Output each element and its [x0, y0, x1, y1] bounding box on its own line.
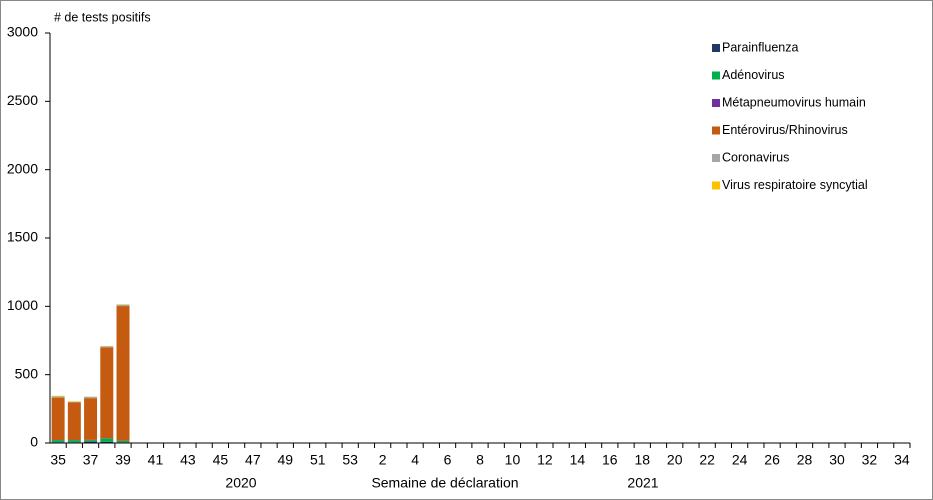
bar-segment — [116, 306, 130, 441]
bar-segment — [116, 304, 130, 307]
y-axis-title: # de tests positifs — [54, 10, 151, 24]
bar-segment — [67, 401, 81, 403]
x-tick-label: 49 — [277, 452, 293, 468]
x-tick-label: 30 — [829, 452, 845, 468]
y-tick-label: 2000 — [7, 160, 38, 176]
x-tick-label: 18 — [634, 452, 650, 468]
legend-swatch — [712, 71, 720, 80]
legend-swatch — [712, 154, 720, 162]
bar-segment — [51, 395, 65, 397]
x-tick-label: 39 — [115, 452, 131, 468]
year-label: 2021 — [627, 475, 658, 491]
x-tick-label: 32 — [862, 452, 878, 468]
x-axis-title: Semaine de déclaration — [371, 475, 518, 491]
bar-segment — [84, 396, 98, 399]
x-tick-label: 45 — [213, 452, 229, 468]
bar-segment — [51, 396, 65, 398]
bar-segment — [51, 440, 65, 443]
bar-segment — [84, 398, 98, 440]
x-tick-label: 12 — [537, 452, 553, 468]
x-tick-label: 51 — [310, 452, 326, 468]
x-tick-label: 43 — [180, 452, 196, 468]
y-tick-label: 500 — [15, 365, 39, 381]
legend-swatch — [712, 44, 720, 52]
x-tick-label: 4 — [411, 452, 419, 468]
bar-segment — [116, 440, 130, 443]
x-tick-label: 20 — [667, 452, 683, 468]
bar-segment — [84, 441, 98, 443]
y-tick-label: 1000 — [7, 297, 38, 313]
legend-label: Métapneumovirus humain — [722, 95, 866, 109]
x-tick-label: 24 — [732, 452, 748, 468]
x-tick-label: 53 — [342, 452, 358, 468]
bar-segment — [100, 347, 114, 439]
x-tick-label: 37 — [83, 452, 99, 468]
y-tick-label: 0 — [30, 434, 38, 450]
x-tick-label: 16 — [602, 452, 618, 468]
bar-segment — [67, 402, 81, 440]
x-tick-label: 8 — [476, 452, 484, 468]
x-tick-label: 35 — [50, 452, 66, 468]
bar-segment — [100, 441, 114, 443]
x-tick-label: 47 — [245, 452, 261, 468]
x-tick-label: 2 — [379, 452, 387, 468]
y-tick-label: 3000 — [7, 24, 38, 40]
x-tick-label: 26 — [764, 452, 780, 468]
legend-label: Entérovirus/Rhinovirus — [722, 123, 848, 137]
bar-segment — [100, 346, 114, 348]
bar-segment — [84, 440, 98, 442]
legend-label: Coronavirus — [722, 150, 789, 164]
legend-label: Virus respiratoire syncytial — [722, 178, 868, 192]
y-tick-label: 1500 — [7, 229, 38, 245]
x-tick-label: 6 — [444, 452, 452, 468]
x-tick-label: 28 — [797, 452, 813, 468]
x-tick-label: 10 — [505, 452, 521, 468]
x-tick-label: 14 — [570, 452, 586, 468]
bar-segment — [100, 438, 114, 442]
bar-segment — [67, 440, 81, 443]
x-tick-label: 34 — [894, 452, 910, 468]
year-label: 2020 — [225, 475, 256, 491]
x-tick-label: 41 — [148, 452, 164, 468]
legend-label: Adénovirus — [722, 68, 785, 82]
legend-swatch — [712, 181, 720, 190]
x-tick-label: 22 — [699, 452, 715, 468]
bar-segment — [51, 397, 65, 440]
legend-label: Parainfluenza — [722, 40, 798, 54]
y-tick-label: 2500 — [7, 92, 38, 108]
legend-swatch — [712, 126, 720, 135]
legend-swatch — [712, 99, 720, 107]
